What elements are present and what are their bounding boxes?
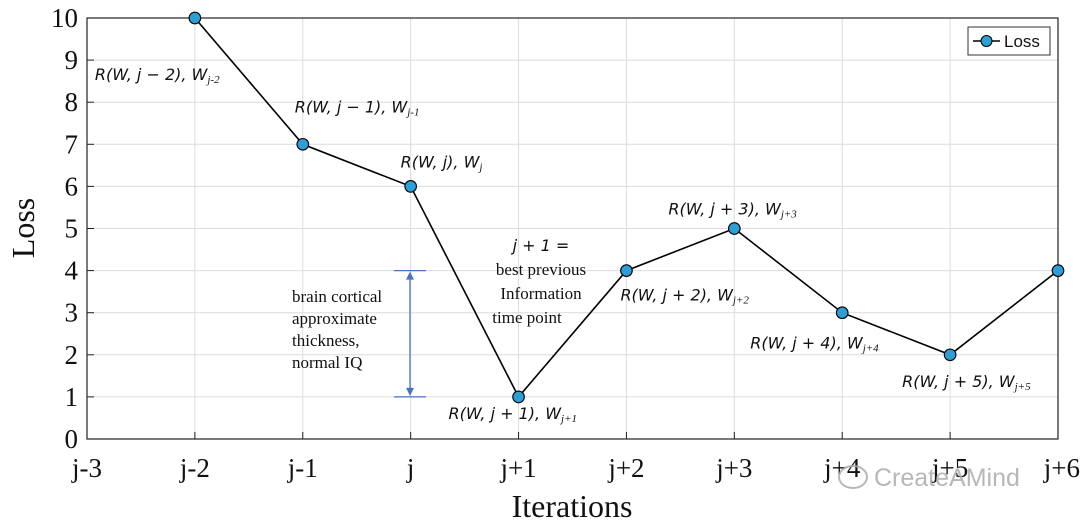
- x-tick-label: j-3: [71, 453, 102, 483]
- watermark-text: CreateAMind: [874, 464, 1020, 492]
- best-note-line: j + 1 =: [511, 236, 570, 255]
- point-label: R(W, j + 1), Wj+1: [449, 404, 577, 425]
- best-note-line: Information: [500, 284, 582, 303]
- point-label: R(W, j + 2), Wj+2: [620, 286, 749, 307]
- point-labels: R(W, j − 2), Wj-2 R(W, j − 1), Wj-1 R(W, j…: [95, 65, 1031, 425]
- range-arrowhead-top: [406, 271, 414, 280]
- data-point: [1051, 264, 1065, 277]
- legend-marker-swatch: [980, 35, 993, 47]
- legend-entry-loss: Loss: [1004, 32, 1040, 51]
- y-tick-label: 6: [65, 171, 79, 201]
- point-label: R(W, j + 4), Wj+4: [750, 334, 879, 355]
- range-note-line: brain cortical: [292, 287, 382, 306]
- data-point: [727, 222, 741, 235]
- range-note-line: thickness,: [292, 331, 360, 350]
- data-point: [620, 264, 633, 277]
- data-point: [296, 137, 310, 151]
- y-tick-label: 9: [65, 45, 79, 75]
- y-tick-label: 5: [65, 214, 79, 244]
- y-tick-label: 3: [65, 298, 79, 328]
- point-label: R(W, j − 2), Wj-2: [95, 65, 220, 86]
- x-tick-label: j+6: [1043, 453, 1080, 483]
- point-label: R(W, j − 1), Wj-1: [295, 97, 420, 118]
- range-note-line: normal IQ: [292, 353, 362, 372]
- x-tick-label: j: [406, 453, 415, 483]
- point-label: R(W, j + 5), Wj+5: [902, 372, 1031, 393]
- range-arrow: [394, 269, 426, 398]
- best-note-line: best previous: [496, 260, 586, 279]
- x-tick-label: j+2: [607, 453, 644, 483]
- range-arrowhead-bottom: [406, 387, 414, 396]
- x-tick-label: j-2: [179, 453, 210, 483]
- data-point: [835, 306, 849, 320]
- range-note-line: approximate: [292, 309, 377, 328]
- y-tick-label: 4: [65, 256, 79, 286]
- watermark: CreateAMind: [838, 464, 1020, 493]
- y-axis-ticks: 0 1 2 3 4 5 6 7 8 9 10: [51, 3, 94, 454]
- y-axis-label: Loss: [5, 198, 41, 258]
- x-tick-label: j+1: [499, 453, 536, 483]
- x-tick-label: j+5: [931, 453, 968, 483]
- point-label: R(W, j), Wj: [401, 152, 483, 173]
- x-tick-label: j+3: [715, 453, 752, 483]
- data-point: [404, 180, 418, 193]
- chat-bubble-icon: [838, 465, 868, 489]
- best-note-line: time point: [492, 308, 562, 327]
- y-tick-label: 0: [65, 424, 79, 454]
- series-markers-loss: [188, 11, 1065, 404]
- data-point: [188, 11, 202, 25]
- y-tick-label: 8: [65, 87, 79, 117]
- range-note: brain cortical approximate thickness, norma…: [292, 287, 382, 372]
- y-tick-label: 7: [65, 129, 79, 159]
- x-axis-label: Iterations: [512, 488, 633, 524]
- y-tick-label: 2: [65, 340, 79, 370]
- best-point-note: j + 1 = best previous Information time poin…: [492, 236, 586, 327]
- x-axis-ticks: j-3 j-2 j-1 j j+1 j+2 j+3 j+4 j+5 j+6: [71, 432, 1080, 483]
- point-label: R(W, j + 3), Wj+3: [668, 200, 797, 221]
- y-tick-label: 1: [65, 382, 79, 412]
- x-tick-label: j-1: [287, 453, 318, 483]
- legend: Loss: [967, 26, 1051, 56]
- data-point: [512, 390, 525, 404]
- data-point: [943, 348, 957, 362]
- y-tick-label: 10: [51, 3, 78, 33]
